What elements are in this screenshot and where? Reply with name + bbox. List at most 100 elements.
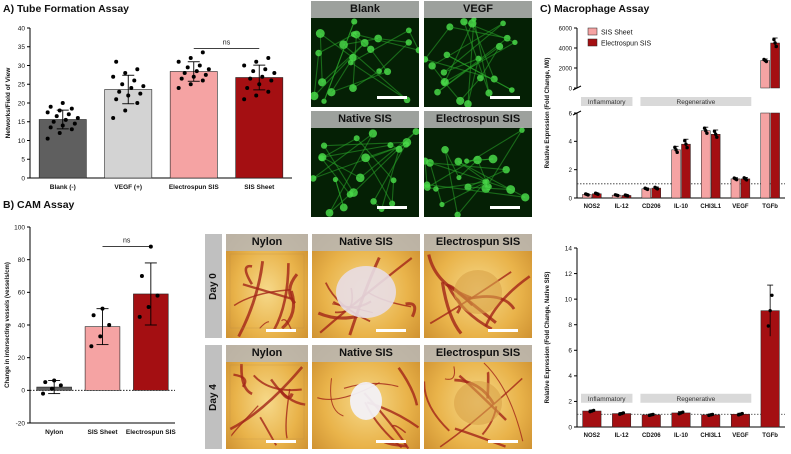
image-label: Electrospun SIS [424,111,532,128]
y-tick-label: 100 [14,224,25,231]
data-point [200,50,205,55]
data-point [69,127,74,132]
group-label: Regenerative [677,99,716,106]
data-point [117,89,122,94]
cell-cluster [355,173,365,183]
x-tick-label: CHI3L1 [700,204,721,210]
cam-day4-nylon: Nylon [226,345,308,449]
data-point [57,131,62,135]
y-tick-label: 4000 [559,46,573,52]
group-box [640,393,752,403]
tube-segment [350,29,410,64]
tube-segment [324,141,407,147]
data-point [655,187,660,191]
tube-segment [449,26,508,39]
tube-segment [365,157,393,204]
group-label: Inflammatory [588,99,626,106]
fluorescence-network [311,128,419,217]
scale-bar [266,440,296,443]
tube-image-native-sis: Native SIS [311,111,419,217]
y-tick-label: 12 [565,271,573,278]
bar [701,130,711,199]
day-0-tab: Day 0 [205,234,222,338]
x-tick-label: VEGF [732,433,749,439]
cell-cluster [320,142,328,149]
tube-segment [323,21,355,102]
y-tick-label: 35 [18,44,26,51]
cam-assay-chart: -20 0 20 40 60 80 100 Nylon SIS Sheet Electrospun… [5,224,176,436]
data-point [248,76,253,81]
blood-vessel [259,321,270,329]
tube-segment [444,149,460,178]
day-0-label: Day 0 [208,272,219,300]
tube-segment [471,23,495,80]
tube-image-blank: Blank [311,1,419,107]
y-tick-label: 80 [18,257,26,264]
tube-segment [467,186,511,191]
y-axis-label: Relative Expression (Fold Change, M0) [545,58,551,169]
tube-segment [343,38,379,46]
x-tick-label: TGFb [762,433,778,439]
tube-image-vegf: VEGF [424,1,532,107]
electrospun-sis-implant [454,270,502,314]
nylon-mesh [229,253,305,329]
data-point [188,56,193,60]
scale-bar [266,329,296,332]
tube-segment [467,58,480,105]
data-point [591,408,596,413]
tube-segment [378,37,409,44]
cell-cluster [506,185,516,194]
image-label: Native SIS [312,234,420,251]
blood-vessel [444,366,456,380]
data-point [155,293,160,298]
data-point [266,56,271,60]
cell-cluster [464,100,472,107]
tube-segment [443,58,479,73]
tube-segment [352,34,357,89]
data-point [146,305,151,310]
tube-segment [424,161,428,185]
tube-segment [444,23,473,83]
blood-vessel [454,427,506,448]
blood-vessel [242,283,294,301]
tube-segment [321,157,351,195]
x-tick-label: Nylon [45,429,63,436]
cell-cluster [318,153,327,162]
tube-segment [322,156,361,179]
cell-cluster [490,75,498,83]
electrospun-sis-implant [454,381,502,425]
cell-cluster [464,183,472,191]
data-point [766,324,771,328]
data-point [126,93,131,98]
legend-label: Electrospun SIS [601,41,652,48]
cell-cluster [405,27,412,34]
data-point [586,193,590,197]
tube-segment [313,53,320,97]
blood-vessel [391,424,407,434]
data-point [138,91,143,96]
data-point [675,150,679,155]
bar [710,134,721,199]
cell-cluster [402,141,410,148]
legend-swatch [587,27,598,36]
native-sis-implant [336,266,396,318]
blood-vessel [281,290,296,330]
cell-cluster [415,47,419,54]
scale-bar [376,440,406,443]
blood-vessel [330,378,344,417]
y-tick-label: 4 [569,140,573,146]
y-tick-label: 4 [568,373,572,380]
x-tick-label: VEGF [732,204,749,210]
cell-cluster [384,68,392,76]
y-tick-label: 20 [18,100,26,107]
data-point [114,97,119,102]
tube-segment [391,180,395,204]
y-tick-label: 6000 [559,26,573,32]
scale-bar [377,206,407,209]
group-label: Inflammatory [588,396,626,403]
data-point [63,117,68,122]
scale-bar [377,96,407,99]
y-tick-label: 0 [21,175,25,182]
data-point [770,293,774,298]
x-tick-label: Electrospun SIS [169,184,220,191]
